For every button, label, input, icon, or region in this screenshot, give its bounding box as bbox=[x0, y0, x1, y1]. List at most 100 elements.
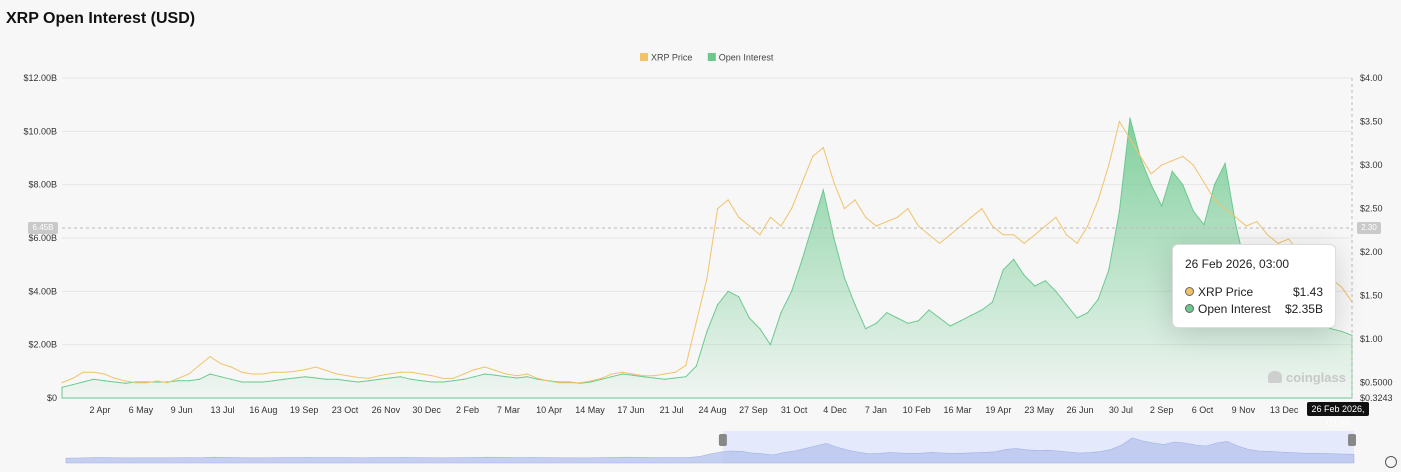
open-interest-point bbox=[1224, 162, 1226, 164]
xrp-price-series-group bbox=[61, 120, 1353, 384]
open-interest-point bbox=[494, 374, 497, 376]
xrp-price-point bbox=[611, 373, 613, 375]
xrp-price-point bbox=[759, 234, 761, 236]
xrp-price-point bbox=[494, 369, 497, 372]
xrp-price-point bbox=[949, 234, 951, 236]
chart-legend[interactable]: XRP Price Open Interest bbox=[640, 53, 774, 63]
xrp-price-point bbox=[484, 366, 486, 368]
xrp-price-point bbox=[71, 377, 74, 379]
xrp-price-point bbox=[145, 382, 148, 384]
xrp-price-point bbox=[1108, 164, 1110, 166]
xrp-price-point bbox=[209, 355, 211, 358]
x-tick-label: 7 Jan bbox=[865, 405, 887, 415]
xrp-price-point bbox=[780, 225, 782, 227]
open-interest-point bbox=[473, 376, 475, 378]
xrp-price-point bbox=[304, 369, 306, 371]
range-navigator[interactable] bbox=[65, 431, 1356, 464]
xrp-price-point bbox=[674, 371, 676, 373]
xrp-price-point bbox=[1192, 164, 1194, 166]
x-tick-label: 26 Jun bbox=[1066, 405, 1093, 415]
xrp-price-point bbox=[928, 234, 930, 236]
xrp-price-point bbox=[442, 377, 444, 379]
xrp-price-point bbox=[812, 155, 814, 157]
xrp-price-point bbox=[875, 225, 877, 227]
xrp-price-point bbox=[389, 373, 391, 375]
coinglass-logo-icon bbox=[1268, 371, 1282, 383]
right-tick-label: $3.50 bbox=[1360, 117, 1383, 127]
open-interest-point bbox=[1108, 269, 1110, 271]
coinglass-watermark: coinglass bbox=[1268, 370, 1346, 385]
x-tick-label: 19 Sep bbox=[290, 405, 319, 415]
tooltip-row-oi: Open Interest $2.35B bbox=[1185, 300, 1323, 317]
xrp-price-point bbox=[558, 382, 560, 384]
xrp-price-point bbox=[452, 377, 454, 379]
open-interest-point bbox=[156, 381, 158, 383]
x-tick-label: 27 Sep bbox=[739, 405, 768, 415]
xrp-price-point bbox=[1340, 286, 1343, 288]
settings-icon[interactable] bbox=[1385, 456, 1397, 468]
open-interest-point bbox=[537, 378, 539, 380]
x-tick-label: 16 Mar bbox=[943, 405, 971, 415]
xrp-price-point bbox=[854, 199, 856, 201]
xrp-price-point bbox=[357, 376, 359, 379]
xrp-price-point bbox=[632, 373, 634, 375]
open-interest-point bbox=[325, 378, 327, 380]
open-interest-point bbox=[843, 277, 846, 279]
open-interest-point bbox=[1129, 117, 1131, 119]
open-interest-point bbox=[664, 378, 666, 380]
open-interest-point bbox=[336, 378, 338, 380]
open-interest-point bbox=[188, 380, 190, 382]
open-interest-point bbox=[822, 189, 824, 191]
open-interest-point bbox=[368, 380, 370, 382]
xrp-price-point bbox=[1097, 199, 1099, 201]
chart-title: XRP Open Interest (USD) bbox=[6, 10, 196, 27]
x-tick-label: 7 Mar bbox=[497, 405, 520, 415]
open-interest-point bbox=[600, 378, 602, 380]
open-interest-point bbox=[833, 237, 835, 239]
left-tick-label: $10.00B bbox=[23, 126, 57, 136]
x-tick-label: 17 Jun bbox=[617, 405, 644, 415]
xrp-price-point bbox=[706, 277, 708, 279]
open-interest-point bbox=[1118, 210, 1120, 212]
open-interest-point bbox=[526, 376, 528, 378]
xrp-price-point bbox=[727, 199, 729, 201]
tooltip-price-value: $1.43 bbox=[1292, 284, 1323, 299]
xrp-price-point bbox=[653, 375, 655, 377]
xrp-price-point bbox=[1266, 234, 1269, 236]
xrp-price-point bbox=[865, 216, 867, 218]
xrp-price-point bbox=[1256, 221, 1258, 223]
xrp-price-point bbox=[241, 371, 243, 373]
open-interest-point bbox=[315, 377, 317, 379]
xrp-price-point bbox=[1034, 234, 1036, 236]
xrp-price-point bbox=[981, 207, 983, 210]
xrp-price-point bbox=[664, 373, 666, 375]
open-interest-point bbox=[1351, 334, 1353, 336]
xrp-price-point bbox=[568, 382, 571, 384]
xrp-price-point bbox=[939, 242, 941, 245]
open-interest-point bbox=[1044, 280, 1046, 282]
open-interest-point bbox=[357, 381, 359, 383]
open-interest-point bbox=[1150, 184, 1152, 186]
xrp-price-point bbox=[1171, 160, 1173, 162]
xrp-price-point bbox=[473, 369, 475, 371]
open-interest-point bbox=[1213, 184, 1216, 186]
xrp-price-point bbox=[886, 221, 888, 223]
open-interest-point bbox=[251, 381, 253, 383]
oi-dot-icon bbox=[1185, 304, 1194, 313]
x-tick-label: 9 Nov bbox=[1232, 405, 1256, 415]
open-interest-point bbox=[1340, 330, 1343, 332]
open-interest-point bbox=[991, 301, 994, 303]
legend-swatch bbox=[707, 53, 716, 61]
xrp-price-point bbox=[960, 225, 962, 227]
open-interest-point bbox=[801, 258, 803, 260]
xrp-price-point bbox=[463, 373, 465, 375]
open-interest-point bbox=[621, 373, 624, 375]
open-interest-point bbox=[695, 365, 698, 367]
open-interest-point bbox=[748, 317, 750, 319]
open-interest-point bbox=[780, 312, 782, 314]
xrp-price-point bbox=[621, 371, 624, 373]
open-interest-point bbox=[1161, 205, 1163, 207]
open-interest-point bbox=[452, 380, 454, 382]
open-interest-point bbox=[516, 377, 518, 379]
